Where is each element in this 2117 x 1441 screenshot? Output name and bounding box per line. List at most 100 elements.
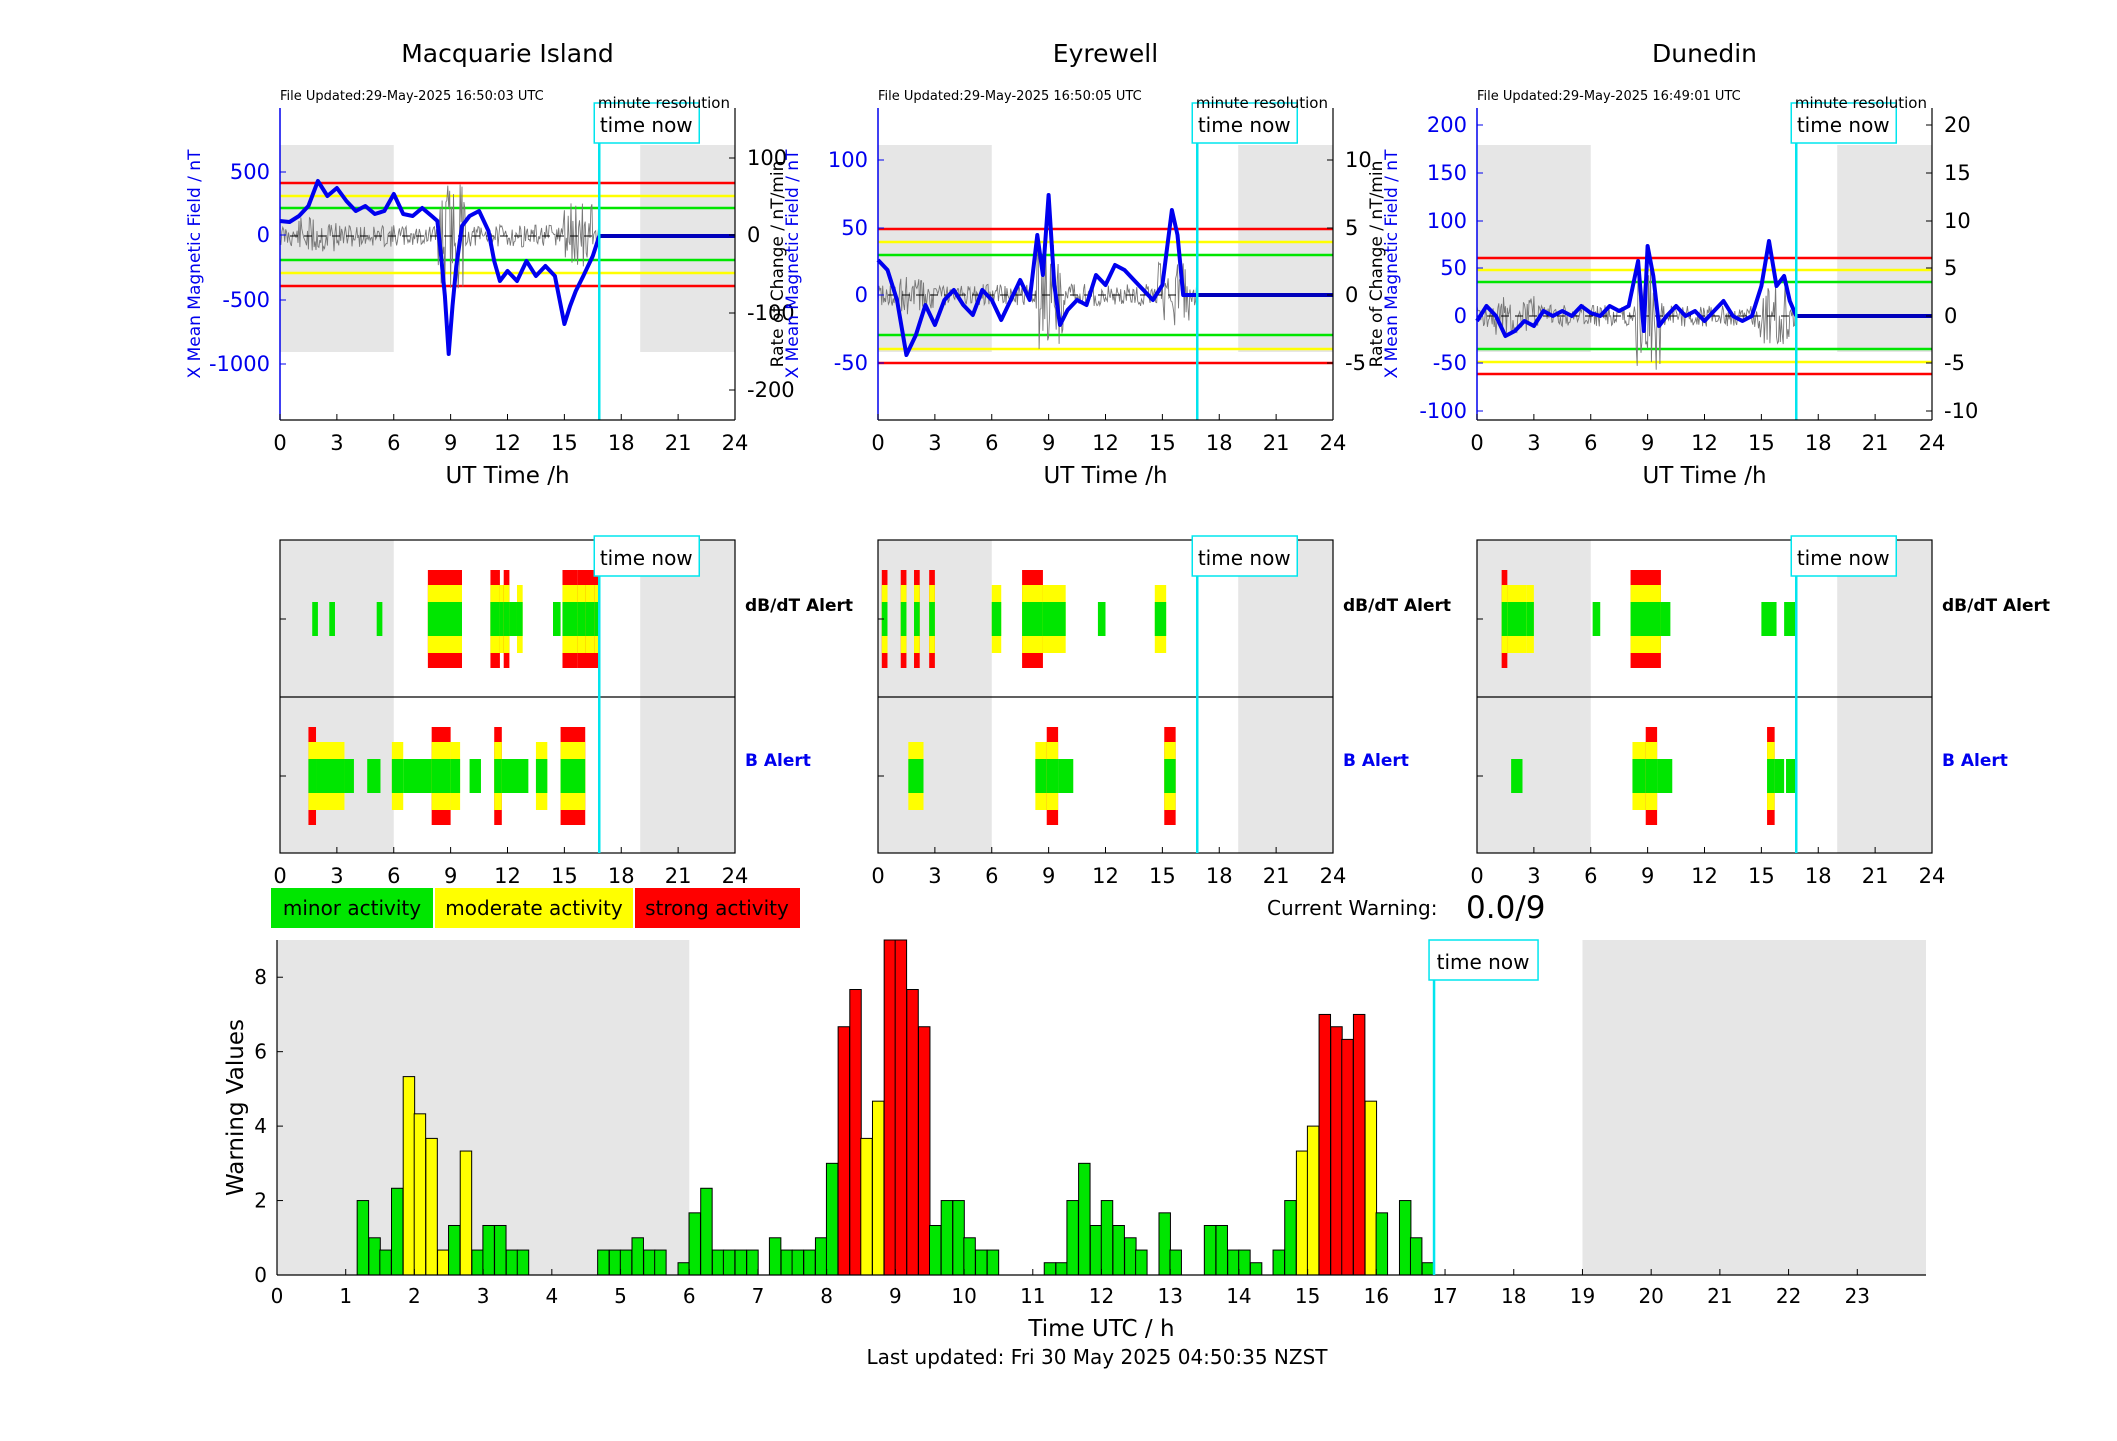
alert-x-tick-label: 24 bbox=[1919, 864, 1946, 888]
alert-minor-block bbox=[1645, 759, 1658, 793]
right-tick-label: 15 bbox=[1944, 161, 1971, 185]
chart-x-tick-label: 0 bbox=[271, 1284, 284, 1308]
b-alert-label: B Alert bbox=[745, 751, 811, 771]
current-warning-label: Current Warning: bbox=[1267, 896, 1437, 920]
alert-x-tick-label: 21 bbox=[1263, 864, 1290, 888]
alert-minor-block bbox=[1657, 759, 1673, 793]
warning-bar bbox=[1272, 1249, 1285, 1276]
x-tick-label: 21 bbox=[1862, 431, 1889, 455]
alert-minor-block bbox=[367, 759, 381, 793]
right-tick-label: -10 bbox=[1944, 399, 1978, 423]
x-tick-label: 12 bbox=[494, 431, 521, 455]
right-tick-label: 10 bbox=[1944, 209, 1971, 233]
alert-x-tick-label: 6 bbox=[985, 864, 998, 888]
chart-x-tick-label: 6 bbox=[683, 1284, 696, 1308]
alert-time-now-box bbox=[1191, 535, 1299, 577]
chart-x-tick-label: 19 bbox=[1570, 1284, 1595, 1308]
warning-bar bbox=[1341, 1038, 1354, 1276]
resolution-label: minute resolution bbox=[1196, 94, 1328, 112]
x-tick-label: 21 bbox=[665, 431, 692, 455]
warning-bar bbox=[1238, 1249, 1251, 1276]
warning-bar bbox=[1421, 1262, 1435, 1276]
alert-minor-block bbox=[1042, 602, 1066, 636]
warning-bar bbox=[791, 1249, 805, 1276]
alert-x-tick-label: 6 bbox=[1584, 864, 1597, 888]
warning-bar bbox=[1158, 1212, 1171, 1276]
alert-minor-block bbox=[908, 759, 924, 793]
warning-bar bbox=[871, 1100, 885, 1276]
alert-x-tick-label: 18 bbox=[1206, 864, 1233, 888]
alert-minor-block bbox=[1097, 602, 1106, 636]
warning-bar bbox=[860, 1137, 873, 1276]
right-tick-label: 20 bbox=[1944, 113, 1971, 137]
warning-bar bbox=[883, 939, 897, 1276]
warning-bar bbox=[619, 1249, 633, 1276]
alert-minor-block bbox=[1526, 602, 1534, 636]
chart-x-tick-label: 3 bbox=[477, 1284, 490, 1308]
warning-bar bbox=[1375, 1212, 1389, 1276]
chart-x-tick-label: 7 bbox=[752, 1284, 765, 1308]
x-tick-label: 9 bbox=[444, 431, 457, 455]
legend-moderate-swatch bbox=[435, 888, 633, 928]
warning-bar bbox=[952, 1200, 965, 1276]
chart-y-tick-label: 2 bbox=[254, 1189, 267, 1213]
dbdt-alert-label: dB/dT Alert bbox=[1942, 596, 2050, 616]
alert-minor-block bbox=[503, 602, 510, 636]
x-tick-label: 6 bbox=[985, 431, 998, 455]
x-tick-label: 9 bbox=[1641, 431, 1654, 455]
alert-x-tick-label: 9 bbox=[444, 864, 457, 888]
chart-x-tick-label: 16 bbox=[1364, 1284, 1389, 1308]
x-tick-label: 18 bbox=[1805, 431, 1832, 455]
night-shade-am bbox=[280, 145, 394, 352]
left-tick-label: 0 bbox=[1454, 304, 1467, 328]
chart-x-tick-label: 20 bbox=[1638, 1284, 1663, 1308]
legend-minor-swatch bbox=[271, 888, 433, 928]
warning-bar bbox=[906, 989, 919, 1276]
chart-y-tick-label: 8 bbox=[254, 965, 267, 989]
warning-bar bbox=[849, 989, 862, 1276]
chart-x-tick-label: 11 bbox=[1020, 1284, 1045, 1308]
right-axis-label: Rate of Change / nT/min bbox=[1367, 161, 1387, 368]
time-now-label: time now bbox=[600, 113, 693, 137]
warning-bar bbox=[711, 1249, 725, 1276]
x-tick-label: 15 bbox=[551, 431, 578, 455]
alert-x-tick-label: 9 bbox=[1042, 864, 1055, 888]
time-now-box bbox=[1790, 102, 1898, 144]
left-tick-label: -50 bbox=[1433, 351, 1467, 375]
chart-y-axis-label: Warning Values bbox=[223, 1019, 249, 1196]
x-tick-label: 18 bbox=[1206, 431, 1233, 455]
night-shade-pm bbox=[640, 145, 735, 352]
warning-bar bbox=[975, 1249, 988, 1276]
alert-time-now-label: time now bbox=[1198, 546, 1291, 570]
chart-x-tick-label: 2 bbox=[408, 1284, 421, 1308]
x-tick-label: 6 bbox=[1584, 431, 1597, 455]
warning-bar bbox=[1112, 1224, 1125, 1276]
chart-y-tick-label: 4 bbox=[254, 1114, 267, 1138]
left-tick-label: 50 bbox=[841, 216, 868, 240]
alert-x-tick-label: 21 bbox=[665, 864, 692, 888]
alert-x-tick-label: 0 bbox=[871, 864, 884, 888]
alert-minor-block bbox=[1774, 759, 1785, 793]
warning-bar bbox=[734, 1249, 748, 1276]
alert-x-tick-label: 24 bbox=[722, 864, 749, 888]
alert-minor-block bbox=[1058, 759, 1074, 793]
left-tick-label: 0 bbox=[855, 283, 868, 307]
alert-minor-block bbox=[329, 602, 335, 636]
chart-x-tick-label: 23 bbox=[1845, 1284, 1870, 1308]
chart-x-tick-label: 12 bbox=[1089, 1284, 1114, 1308]
x-tick-label: 9 bbox=[1042, 431, 1055, 455]
station-title: Macquarie Island bbox=[401, 39, 614, 68]
warning-bar bbox=[471, 1249, 484, 1276]
right-tick-label: 0 bbox=[1345, 283, 1358, 307]
x-tick-label: 15 bbox=[1748, 431, 1775, 455]
right-tick-label: -200 bbox=[747, 378, 795, 402]
left-axis-label: X Mean Magnetic Field / nT bbox=[185, 149, 205, 379]
alert-minor-block bbox=[535, 759, 548, 793]
warning-bar bbox=[643, 1249, 656, 1276]
warning-bar bbox=[402, 1076, 416, 1276]
chart-night-shade bbox=[1582, 940, 1926, 1275]
time-now-box bbox=[1191, 102, 1299, 144]
resolution-label: minute resolution bbox=[1795, 94, 1927, 112]
mean-field-trace bbox=[279, 179, 602, 356]
